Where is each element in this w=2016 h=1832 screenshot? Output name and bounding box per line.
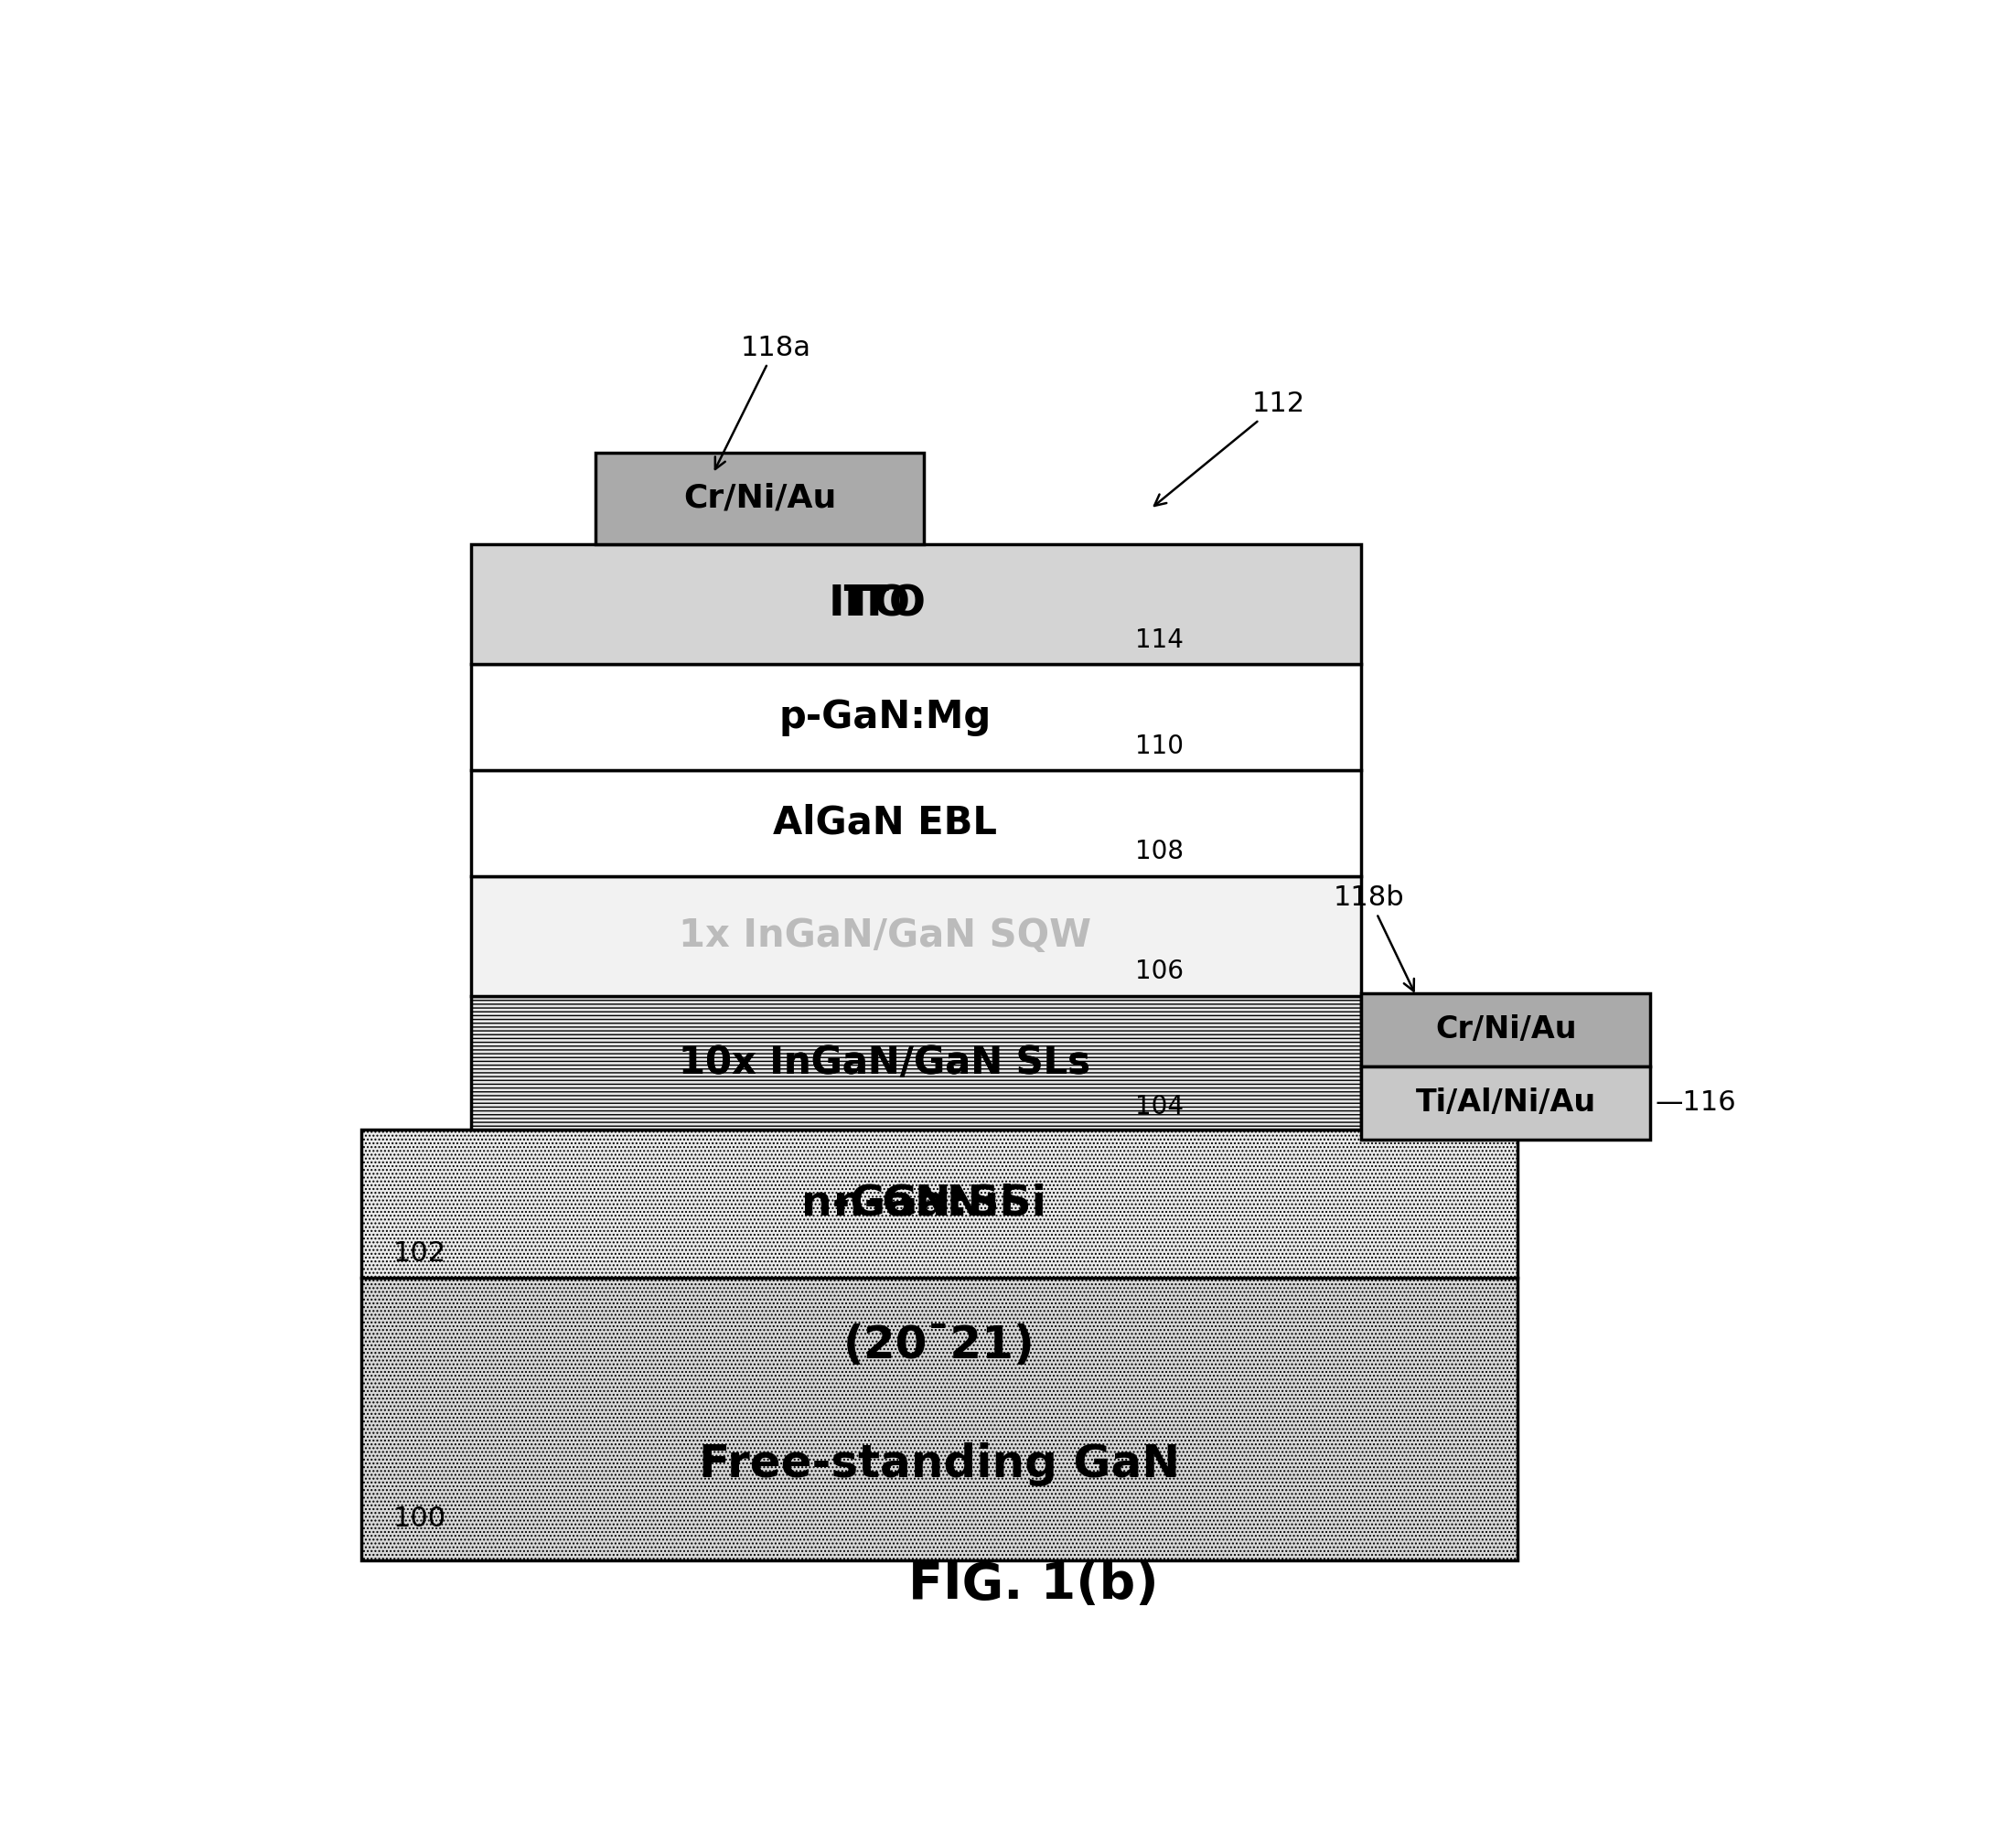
Text: (20¯21): (20¯21) (843, 1323, 1036, 1367)
Text: 118a: 118a (716, 335, 810, 469)
Text: p-GaN:Mg: p-GaN:Mg (778, 698, 992, 736)
Bar (361, 1279, 1518, 1561)
Text: 10x InGaN/GaN SLs: 10x InGaN/GaN SLs (679, 1044, 1091, 1083)
Bar (1361, 1066, 1651, 1140)
Text: —116: —116 (1655, 1090, 1736, 1116)
Text: ITO: ITO (829, 584, 911, 625)
Text: n-GaN:Si: n-GaN:Si (802, 1183, 1014, 1224)
Text: 108: 108 (1135, 839, 1183, 865)
Bar (470, 665, 1361, 769)
Text: Cr/Ni/Au: Cr/Ni/Au (683, 484, 837, 515)
Text: Cr/Ni/Au: Cr/Ni/Au (1435, 1015, 1577, 1044)
Text: 112: 112 (1155, 390, 1304, 506)
Text: 1x InGaN/GaN SQW: 1x InGaN/GaN SQW (679, 916, 1091, 954)
Text: 110: 110 (1135, 733, 1183, 758)
Text: 100: 100 (393, 1506, 446, 1532)
Text: 114: 114 (1135, 627, 1183, 652)
Text: ITO: ITO (843, 584, 925, 625)
Text: Free-standing GaN: Free-standing GaN (700, 1442, 1179, 1486)
Bar (470, 997, 1361, 1130)
Bar (470, 544, 1361, 665)
Text: 104: 104 (1135, 1094, 1183, 1119)
Bar (470, 769, 1361, 876)
Text: Ti/Al/Ni/Au: Ti/Al/Ni/Au (1415, 1088, 1597, 1118)
Text: AlGaN EBL: AlGaN EBL (772, 804, 996, 843)
Bar (361, 1130, 1518, 1279)
Text: 106: 106 (1135, 958, 1183, 984)
Bar (470, 876, 1361, 997)
Text: 10x InGaN/GaN SLs: 10x InGaN/GaN SLs (679, 1044, 1091, 1083)
Text: n-GaN:Si: n-GaN:Si (833, 1183, 1046, 1224)
Text: 118b: 118b (1335, 885, 1413, 991)
Text: 102: 102 (393, 1240, 446, 1266)
Bar (1361, 993, 1651, 1066)
Bar (597, 453, 923, 544)
Text: FIG. 1(b): FIG. 1(b) (907, 1559, 1159, 1608)
